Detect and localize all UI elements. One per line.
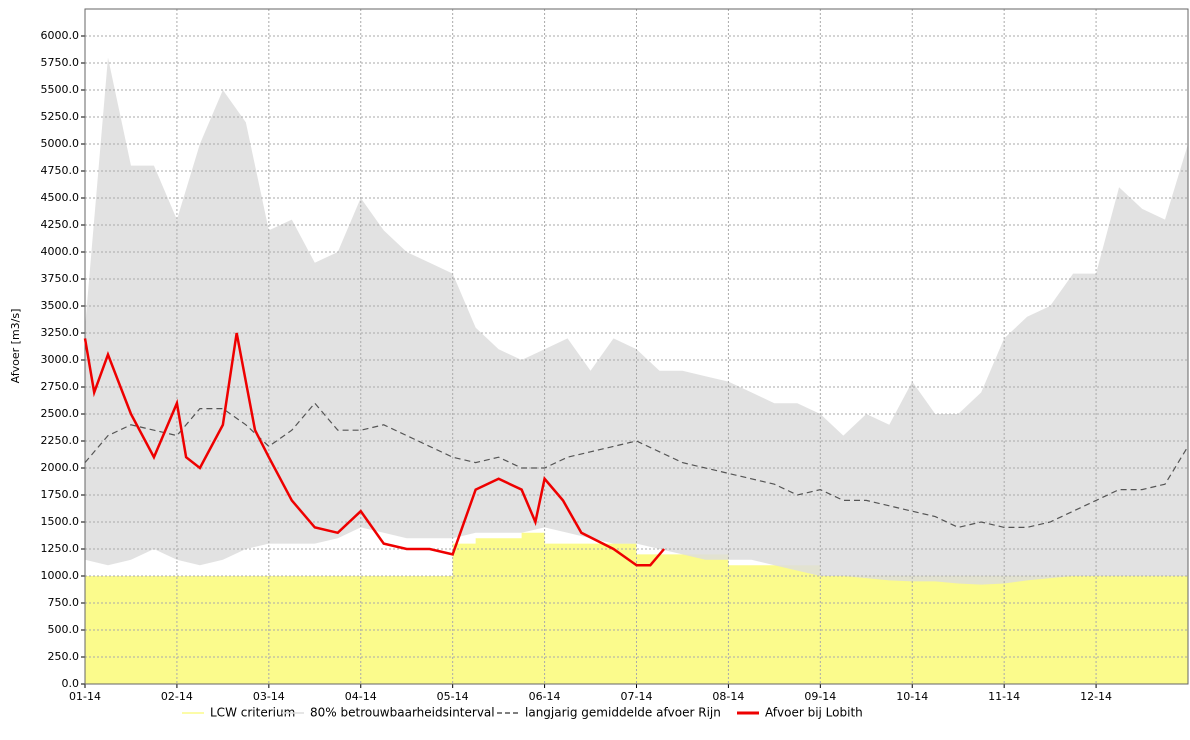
x-tick-label: 01-14 xyxy=(69,690,101,703)
y-tick-label: 3250.0 xyxy=(41,326,80,339)
x-tick-label: 04-14 xyxy=(345,690,377,703)
discharge-line xyxy=(83,332,666,567)
plot-frame xyxy=(84,8,1189,685)
y-tick-label: 5000.0 xyxy=(41,137,80,150)
y-tick-label: 5250.0 xyxy=(41,110,80,123)
y-tick-label: 4000.0 xyxy=(41,245,80,258)
y-tick-label: 250.0 xyxy=(48,650,80,663)
y-tick-label: 4750.0 xyxy=(41,164,80,177)
mean-line xyxy=(84,402,1189,529)
x-tick-label: 02-14 xyxy=(161,690,193,703)
y-axis-label: Afvoer [m3/s] xyxy=(9,309,22,384)
y-tick-label: 4250.0 xyxy=(41,218,80,231)
x-tick-label: 10-14 xyxy=(896,690,928,703)
confidence-band xyxy=(85,57,1188,585)
x-tick-label: 08-14 xyxy=(712,690,744,703)
y-tick-label: 3750.0 xyxy=(41,272,80,285)
y-tick-label: 3500.0 xyxy=(41,299,80,312)
y-tick-label: 1250.0 xyxy=(41,542,80,555)
y-tick-label: 2250.0 xyxy=(41,434,80,447)
legend-label: 80% betrouwbaarheidsinterval xyxy=(310,706,495,720)
x-tick-label: 12-14 xyxy=(1080,690,1112,703)
y-tick-label: 1750.0 xyxy=(41,488,80,501)
x-tick-label: 03-14 xyxy=(253,690,285,703)
y-tick-label: 2750.0 xyxy=(41,380,80,393)
y-tick-label: 5750.0 xyxy=(41,56,80,69)
x-tick-label: 09-14 xyxy=(804,690,836,703)
x-tick-label: 07-14 xyxy=(621,690,653,703)
legend-label: LCW criterium xyxy=(210,706,295,720)
legend-label: Afvoer bij Lobith xyxy=(765,706,863,720)
x-tick-label: 05-14 xyxy=(437,690,469,703)
y-tick-label: 750.0 xyxy=(48,596,80,609)
y-tick-label: 6000.0 xyxy=(41,29,80,42)
y-tick-label: 500.0 xyxy=(48,623,80,636)
y-tick-label: 3000.0 xyxy=(41,353,80,366)
y-tick-label: 0.0 xyxy=(62,677,80,690)
x-tick-label: 06-14 xyxy=(529,690,561,703)
y-tick-label: 5500.0 xyxy=(41,83,80,96)
y-tick-label: 2500.0 xyxy=(41,407,80,420)
legend-label: langjarig gemiddelde afvoer Rijn xyxy=(525,706,721,720)
x-tick-label: 11-14 xyxy=(988,690,1020,703)
y-tick-label: 4500.0 xyxy=(41,191,80,204)
y-tick-label: 1500.0 xyxy=(41,515,80,528)
y-tick-label: 2000.0 xyxy=(41,461,80,474)
y-tick-label: 1000.0 xyxy=(41,569,80,582)
